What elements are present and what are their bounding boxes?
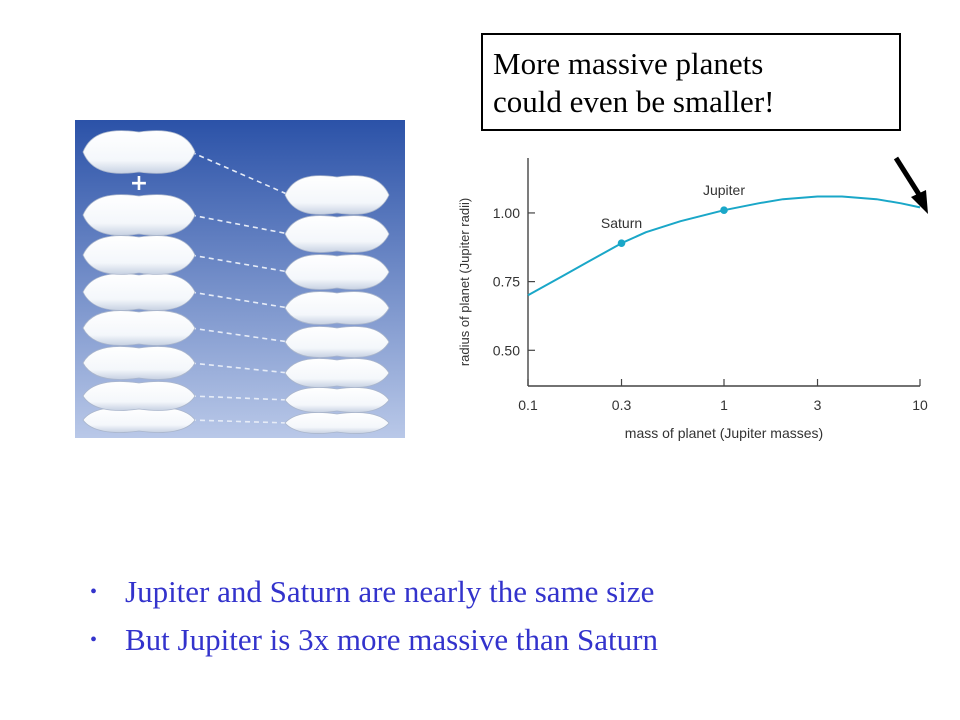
- y-axis-label: radius of planet (Jupiter radii): [457, 198, 472, 366]
- radius-mass-chart: 0.1 0.3 1 3 10 0.50 0.75 1.00 mass of planet (Ju…: [457, 158, 928, 441]
- y-tick-label: 0.50: [493, 342, 520, 358]
- callout-line-1: More massive planets: [493, 46, 764, 81]
- dashed-connector: [190, 291, 290, 309]
- bullet-item: • Jupiter and Saturn are nearly the same…: [90, 568, 950, 616]
- dashed-connector: [190, 362, 290, 374]
- pillow: [284, 215, 390, 253]
- x-tick-label: 10: [912, 397, 928, 413]
- pillow: [284, 358, 390, 388]
- pillow: [82, 194, 196, 236]
- data-point-jupiter: [720, 206, 728, 214]
- bullet-glyph: •: [90, 581, 98, 603]
- y-tick-label: 1.00: [493, 205, 520, 221]
- bullet-text: Jupiter and Saturn are nearly the same s…: [125, 574, 655, 609]
- down-right-arrow-icon: [893, 156, 928, 214]
- point-label: Jupiter: [703, 182, 745, 198]
- pillow: [284, 387, 390, 413]
- x-axis-label: mass of planet (Jupiter masses): [625, 425, 823, 441]
- y-tick-label: 0.75: [493, 274, 520, 290]
- pillow-stack-illustration: +: [75, 120, 405, 438]
- x-tick-label: 0.1: [518, 397, 538, 413]
- pillow: [82, 273, 196, 311]
- dashed-connector: [190, 327, 290, 343]
- pillow: [82, 407, 196, 433]
- callout-line-2: could even be smaller!: [493, 84, 775, 119]
- pillow: [82, 130, 196, 174]
- callout-box: More massive planets could even be small…: [481, 33, 901, 131]
- bullet-text: But Jupiter is 3x more massive than Satu…: [125, 622, 658, 657]
- dashed-connector: [190, 214, 290, 235]
- pillow: [82, 346, 196, 380]
- x-tick-label: 1: [720, 397, 728, 413]
- pillow: [82, 235, 196, 275]
- pillow: [284, 412, 390, 434]
- pillow: [284, 254, 390, 290]
- x-tick-label: 3: [814, 397, 822, 413]
- x-tick-label: 0.3: [612, 397, 632, 413]
- plus-sign: +: [130, 171, 148, 196]
- pillow: [82, 310, 196, 346]
- pillow: [284, 291, 390, 325]
- series-line: [527, 195, 921, 297]
- dashed-connector: [190, 419, 290, 424]
- pillow: [284, 326, 390, 358]
- point-label: Saturn: [601, 215, 642, 231]
- dashed-connector: [190, 395, 290, 401]
- pillow: [284, 175, 390, 215]
- bullet-item: • But Jupiter is 3x more massive than Sa…: [90, 616, 950, 664]
- bullet-list: • Jupiter and Saturn are nearly the same…: [90, 568, 950, 664]
- dashed-connector: [190, 254, 290, 273]
- data-point-saturn: [617, 239, 626, 247]
- bullet-glyph: •: [90, 629, 98, 651]
- pillow: [82, 381, 196, 411]
